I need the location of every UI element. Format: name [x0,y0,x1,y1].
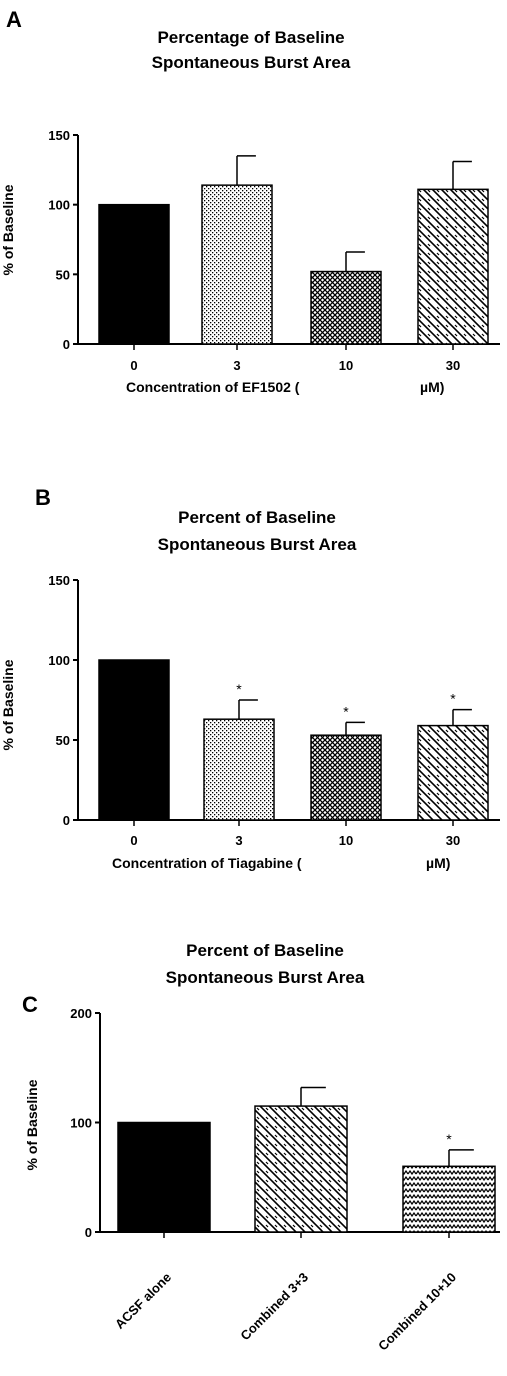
significance-marker: * [450,691,456,707]
x-tick-label: ACSF alone [112,1270,174,1332]
x-tick-label: 0 [130,358,137,373]
bar [254,1105,348,1233]
x-tick-label: 3 [233,358,240,373]
x-axis-label: µM) [426,855,450,871]
y-tick-label: 50 [56,733,70,748]
significance-marker: * [236,681,242,697]
panel-letter: A [6,7,22,32]
panel-letter: B [35,485,51,510]
chart-title-line: Spontaneous Burst Area [166,968,365,987]
chart-title-line: Percent of Baseline [186,941,344,960]
bar [203,718,275,821]
y-tick-label: 100 [48,198,70,213]
y-tick-label: 100 [70,1116,92,1131]
x-tick-label: 0 [130,833,137,848]
chart-panel-c: C Percent of Baseline Spontaneous Burst Ar… [22,941,500,1353]
bar [310,270,382,345]
x-axis-label: Concentration of Tiagabine ( [112,855,302,871]
bar [98,659,170,821]
chart-panel-a: A Percentage of Baseline Spontaneous Burst… [0,7,500,395]
bar [98,203,170,345]
bar [417,724,489,821]
x-tick-label: 10 [339,833,353,848]
y-tick-label: 200 [70,1006,92,1021]
x-axis-label: Concentration of EF1502 ( [126,379,300,395]
chart-panel-b: B Percent of Baseline Spontaneous Burst Ar… [0,485,500,871]
y-tick-label: 0 [63,337,70,352]
chart-title-line: Percent of Baseline [178,508,336,527]
x-tick-label: Combined 10+10 [375,1270,459,1354]
x-tick-label: 3 [235,833,242,848]
bar [417,188,489,345]
y-axis-label: % of Baseline [0,184,16,275]
significance-marker: * [446,1131,452,1147]
y-tick-label: 150 [48,573,70,588]
y-tick-label: 0 [63,813,70,828]
significance-marker: * [343,703,349,719]
y-tick-label: 0 [85,1225,92,1240]
chart-title-line: Percentage of Baseline [157,28,344,47]
y-tick-label: 150 [48,128,70,143]
bar [201,184,273,345]
x-axis-label: µM) [420,379,444,395]
x-tick-label: Combined 3+3 [237,1270,311,1344]
bar [310,734,382,821]
bar [402,1165,496,1233]
y-tick-label: 100 [48,653,70,668]
bar [117,1121,211,1233]
y-axis-label: % of Baseline [0,659,16,750]
chart-title-line: Spontaneous Burst Area [152,53,351,72]
x-tick-label: 30 [446,358,460,373]
y-tick-label: 50 [56,267,70,282]
x-tick-label: 10 [339,358,353,373]
panel-letter: C [22,992,38,1017]
x-tick-label: 30 [446,833,460,848]
chart-title-line: Spontaneous Burst Area [158,535,357,554]
y-axis-label: % of Baseline [24,1079,40,1170]
